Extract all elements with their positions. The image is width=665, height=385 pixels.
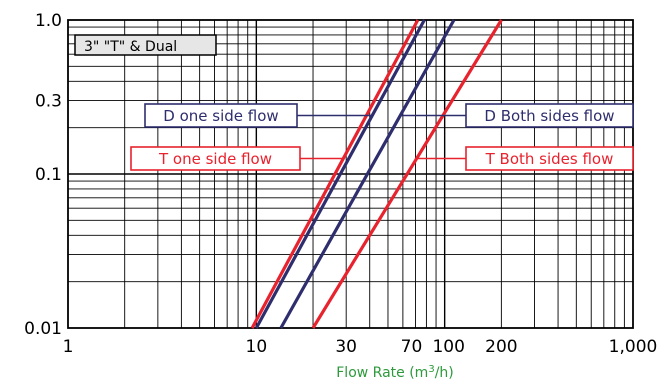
y-tick-label: 0.1 — [35, 165, 62, 185]
y-tick-label: 0.01 — [24, 319, 62, 339]
chart-title-box-rect — [74, 34, 217, 56]
x-tick-label: 70 — [401, 337, 423, 357]
x-tick-label: 30 — [335, 337, 357, 357]
x-tick-label: 1 — [63, 337, 74, 357]
legend-label: D Both sides flow — [484, 107, 614, 125]
y-tick-label: 0.3 — [35, 92, 62, 112]
x-axis-label: Flow Rate (m3/h) — [336, 364, 454, 381]
legend-label: D one side flow — [163, 107, 278, 125]
legend: D one side flow T one side flow D Both sid… — [130, 103, 634, 171]
x-tick-label: 10 — [246, 337, 268, 357]
chart-title: 3" "T" & Dual — [84, 39, 177, 55]
legend-box — [465, 103, 634, 128]
x-tick-label: 1,000 — [609, 337, 658, 357]
series-lines — [250, 19, 503, 329]
y-tick-label: 1.0 — [35, 11, 62, 31]
series-line-3 — [279, 19, 456, 329]
chart-title-box: 3" "T" & Dual — [74, 34, 217, 56]
series-line-4 — [311, 19, 503, 329]
legend-label: T Both sides flow — [485, 150, 614, 168]
grid — [67, 19, 634, 329]
series-line-1 — [250, 19, 420, 329]
y-tick-labels: 0.01 0.1 0.3 1.0 — [24, 11, 62, 339]
legend-box — [130, 146, 301, 171]
plot-border — [67, 19, 634, 329]
legend-label: T one side flow — [158, 150, 272, 168]
series-line-2 — [254, 19, 426, 329]
legend-box — [465, 146, 634, 171]
x-tick-label: 200 — [485, 337, 517, 357]
legend-box — [144, 103, 298, 128]
x-tick-label: 100 — [432, 337, 464, 357]
x-tick-labels: 1 10 30 70 100 200 1,000 — [63, 337, 658, 357]
